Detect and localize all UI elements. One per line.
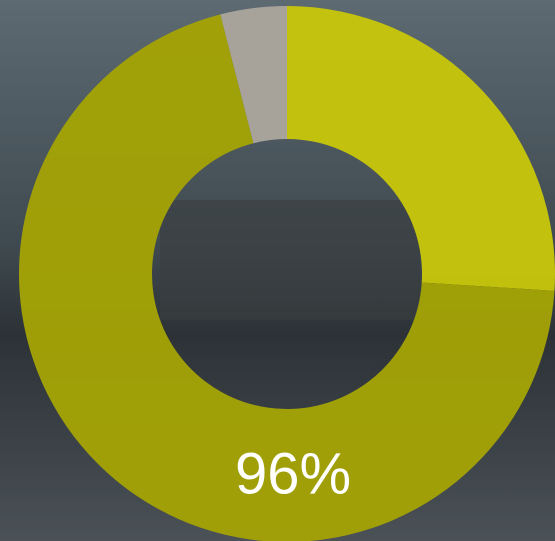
center-label: 96% bbox=[235, 441, 351, 506]
donut-segment bbox=[220, 6, 287, 144]
donut-segment bbox=[287, 6, 555, 291]
donut-segment bbox=[19, 14, 555, 541]
background-vehicle bbox=[160, 200, 420, 320]
donut bbox=[19, 6, 555, 541]
